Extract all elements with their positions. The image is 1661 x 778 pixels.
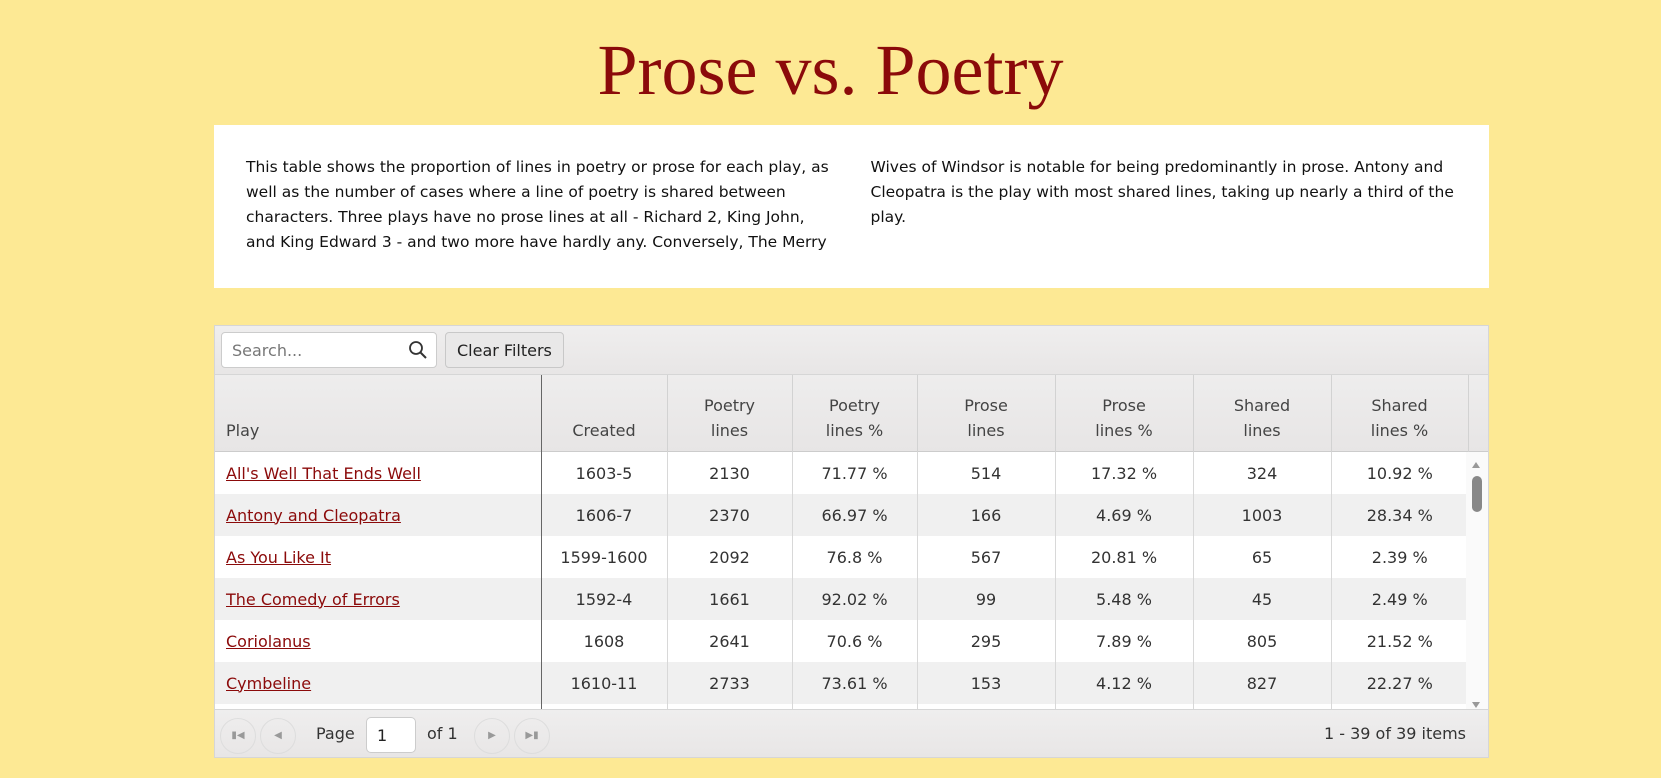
- table-cell: 166: [916, 494, 1055, 536]
- column-header-0[interactable]: Play: [215, 375, 542, 452]
- play-link[interactable]: Cymbeline: [226, 673, 312, 693]
- play-link[interactable]: The Comedy of Errors: [226, 589, 400, 609]
- pager: ▮◀ ◀ Page of 1 ▶ ▶▮ 1 - 39 of 39 items: [215, 709, 1488, 757]
- table-cell: 2130: [666, 452, 792, 494]
- last-page-icon: ▶▮: [525, 730, 539, 741]
- table-cell: 295: [916, 620, 1055, 662]
- grid-body: All's Well That Ends Well 1603-5 2130 71.77…: [215, 452, 1488, 718]
- table-row: Antony and Cleopatra 1606-7 2370 66.97 % 166…: [215, 494, 1468, 536]
- table-cell: 66.97 %: [791, 494, 917, 536]
- table-cell: 1603-5: [540, 452, 667, 494]
- table-cell: 805: [1192, 620, 1331, 662]
- grid-toolbar: Clear Filters: [215, 326, 1488, 375]
- table-cell: 22.27 %: [1330, 662, 1468, 704]
- vertical-scrollbar[interactable]: [1466, 452, 1488, 718]
- pager-info: 1 - 39 of 39 items: [1323, 724, 1466, 743]
- intro-panel: This table shows the proportion of lines…: [214, 125, 1489, 288]
- table-cell: 827: [1192, 662, 1331, 704]
- table-cell: 1606-7: [540, 494, 667, 536]
- column-header-6[interactable]: Shared lines: [1192, 375, 1331, 452]
- table-cell: 21.52 %: [1330, 620, 1468, 662]
- table-cell: 76.8 %: [791, 536, 917, 578]
- play-cell: As You Like It: [215, 536, 542, 578]
- table-row: All's Well That Ends Well 1603-5 2130 71.77…: [215, 452, 1468, 494]
- clear-filters-button[interactable]: Clear Filters: [445, 332, 564, 368]
- table-cell: 28.34 %: [1330, 494, 1468, 536]
- table-cell: 4.69 %: [1054, 494, 1193, 536]
- play-cell: All's Well That Ends Well: [215, 452, 542, 494]
- page-title: Prose vs. Poetry: [597, 30, 1064, 110]
- intro-text: This table shows the proportion of lines…: [246, 158, 1454, 251]
- table-cell: 2370: [666, 494, 792, 536]
- table-cell: 5.48 %: [1054, 578, 1193, 620]
- column-header-1[interactable]: Created: [540, 375, 667, 452]
- table-cell: 2.49 %: [1330, 578, 1468, 620]
- table-cell: 20.81 %: [1054, 536, 1193, 578]
- header-scroll-spacer: [1467, 375, 1488, 452]
- table-row: Coriolanus 1608 2641 70.6 % 295 7.89 % 805 21.5…: [215, 620, 1468, 662]
- grid-header: Play Created Poetry lines Poetry lines % Pro…: [215, 375, 1488, 452]
- table-cell: 2092: [666, 536, 792, 578]
- table-cell: 92.02 %: [791, 578, 917, 620]
- play-link[interactable]: As You Like It: [226, 547, 332, 567]
- table-cell: 73.61 %: [791, 662, 917, 704]
- search-input[interactable]: [222, 333, 412, 367]
- table-cell: 45: [1192, 578, 1331, 620]
- table-cell: 1003: [1192, 494, 1331, 536]
- column-header-2[interactable]: Poetry lines: [666, 375, 792, 452]
- search-icon[interactable]: [408, 340, 428, 360]
- next-page-button[interactable]: ▶: [474, 718, 510, 754]
- next-page-icon: ▶: [488, 730, 496, 741]
- play-link[interactable]: Antony and Cleopatra: [226, 505, 401, 525]
- table-cell: 99: [916, 578, 1055, 620]
- table-cell: 2.39 %: [1330, 536, 1468, 578]
- play-cell: Cymbeline: [215, 662, 542, 704]
- scroll-down-arrow-icon[interactable]: [1472, 702, 1480, 708]
- table-row: The Comedy of Errors 1592-4 1661 92.02 % 99 5…: [215, 578, 1468, 620]
- table-cell: 65: [1192, 536, 1331, 578]
- column-header-3[interactable]: Poetry lines %: [791, 375, 917, 452]
- table-cell: 70.6 %: [791, 620, 917, 662]
- scrollbar-thumb[interactable]: [1472, 476, 1482, 512]
- table-cell: 567: [916, 536, 1055, 578]
- play-cell: Antony and Cleopatra: [215, 494, 542, 536]
- column-header-7[interactable]: Shared lines %: [1330, 375, 1468, 452]
- column-header-4[interactable]: Prose lines: [916, 375, 1055, 452]
- table-cell: 1592-4: [540, 578, 667, 620]
- table-cell: 2641: [666, 620, 792, 662]
- table-cell: 1599-1600: [540, 536, 667, 578]
- previous-page-icon: ◀: [274, 730, 282, 741]
- column-header-5[interactable]: Prose lines %: [1054, 375, 1193, 452]
- first-page-icon: ▮◀: [231, 730, 245, 741]
- table-cell: 153: [916, 662, 1055, 704]
- table-cell: 71.77 %: [791, 452, 917, 494]
- page-input[interactable]: [366, 717, 416, 753]
- table-cell: 2733: [666, 662, 792, 704]
- play-cell: Coriolanus: [215, 620, 542, 662]
- page-count-label: of 1: [427, 724, 458, 743]
- table-cell: 4.12 %: [1054, 662, 1193, 704]
- table-row: Cymbeline 1610-11 2733 73.61 % 153 4.12 % 827 2…: [215, 662, 1468, 704]
- table-cell: 10.92 %: [1330, 452, 1468, 494]
- page-label: Page: [316, 724, 355, 743]
- table-cell: 1610-11: [540, 662, 667, 704]
- previous-page-button[interactable]: ◀: [260, 718, 296, 754]
- table-cell: 17.32 %: [1054, 452, 1193, 494]
- first-page-button[interactable]: ▮◀: [220, 718, 256, 754]
- table-cell: 514: [916, 452, 1055, 494]
- table-row: As You Like It 1599-1600 2092 76.8 % 567 20.8…: [215, 536, 1468, 578]
- table-cell: 7.89 %: [1054, 620, 1193, 662]
- table-cell: 324: [1192, 452, 1331, 494]
- play-link[interactable]: All's Well That Ends Well: [226, 463, 421, 483]
- play-cell: The Comedy of Errors: [215, 578, 542, 620]
- table-cell: 1661: [666, 578, 792, 620]
- search-box[interactable]: [221, 332, 437, 368]
- last-page-button[interactable]: ▶▮: [514, 718, 550, 754]
- table-cell: 1608: [540, 620, 667, 662]
- scroll-up-arrow-icon[interactable]: [1472, 462, 1480, 468]
- play-link[interactable]: Coriolanus: [226, 631, 311, 651]
